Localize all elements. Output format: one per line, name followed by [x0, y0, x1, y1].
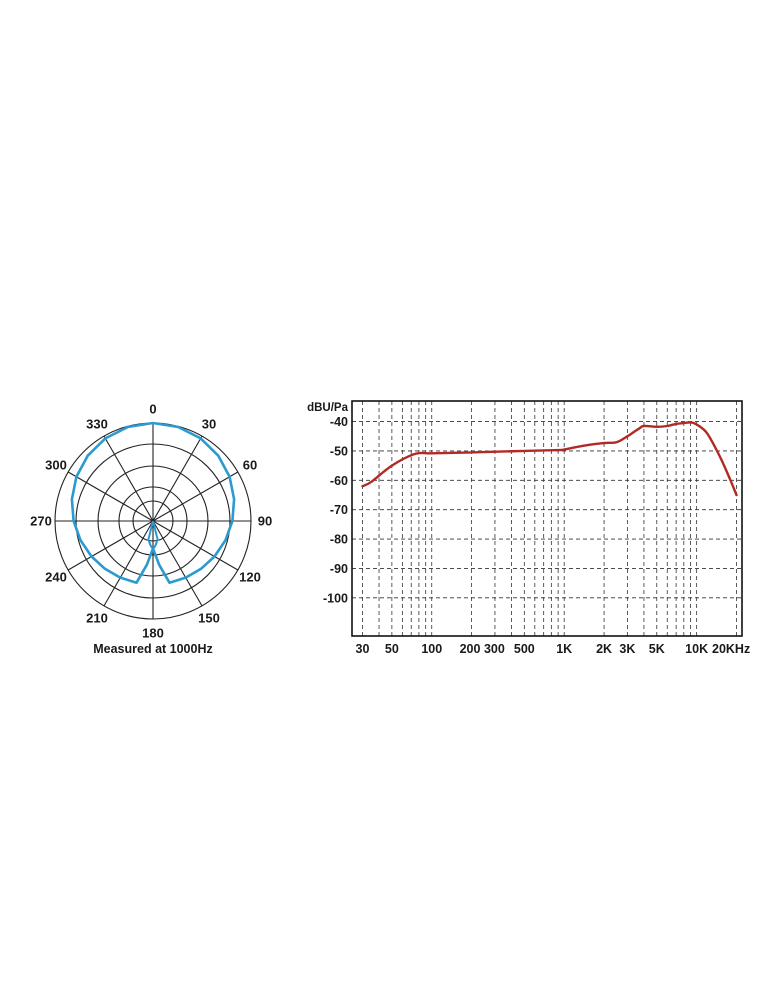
- y-tick-label: -40: [330, 415, 348, 429]
- polar-spoke-300: [67, 471, 154, 522]
- x-tick-label: 5K: [649, 642, 665, 656]
- polar-rear-line-right: [152, 520, 159, 542]
- polar-angle-label: 60: [243, 458, 257, 473]
- y-tick-label: -60: [330, 474, 348, 488]
- y-tick-label: -50: [330, 444, 348, 458]
- x-tick-label: 20KHz: [712, 642, 750, 656]
- polar-angle-label: 270: [30, 514, 52, 529]
- x-tick-label: 50: [385, 642, 399, 656]
- polar-spoke-210: [103, 520, 154, 607]
- y-tick-label: -90: [330, 562, 348, 576]
- y-axis-label: dBU/Pa: [307, 402, 349, 414]
- polar-angle-label: 30: [202, 417, 216, 432]
- x-tick-label: 100: [421, 642, 442, 656]
- x-tick-label: 10K: [685, 642, 708, 656]
- polar-angle-label: 150: [198, 610, 220, 625]
- polar-caption: Measured at 1000Hz: [93, 642, 213, 656]
- polar-spoke-150: [152, 520, 203, 607]
- polar-spoke-120: [152, 520, 239, 571]
- polar-spoke-240: [67, 520, 154, 571]
- polar-spoke-60: [152, 471, 239, 522]
- polar-spoke-30: [152, 435, 203, 522]
- y-tick-label: -70: [330, 503, 348, 517]
- polar-angle-label: 180: [142, 626, 164, 641]
- polar-angle-label: 0: [149, 402, 156, 417]
- x-tick-label: 3K: [619, 642, 635, 656]
- x-tick-label: 1K: [556, 642, 572, 656]
- polar-rear-line-left: [147, 520, 154, 542]
- polar-angle-label: 240: [45, 570, 67, 585]
- frequency-response-chart: -40 -50 -60 -70 -80 -90 -100 dBU/Pa 30 50 100 200 3…: [307, 400, 750, 656]
- polar-angle-label: 300: [45, 458, 67, 473]
- polar-pattern-chart: 0 30 60 90 120 150 180 210 240 270 300 330 Measured …: [30, 402, 272, 657]
- polar-spoke-330: [103, 435, 154, 522]
- response-curve: [361, 421, 738, 497]
- polar-rear-lobe: [147, 540, 159, 550]
- y-tick-label: -80: [330, 533, 348, 547]
- plot-frame: [351, 400, 743, 637]
- polar-angle-label: 90: [258, 514, 272, 529]
- y-tick-label: -100: [323, 591, 348, 605]
- x-tick-label: 200 300: [460, 642, 505, 656]
- x-tick-label: 30: [356, 642, 370, 656]
- polar-angle-label: 120: [239, 570, 261, 585]
- x-tick-label: 2K: [596, 642, 612, 656]
- polar-angle-label: 210: [86, 610, 108, 625]
- x-tick-label: 500: [514, 642, 535, 656]
- polar-angle-label: 330: [86, 417, 108, 432]
